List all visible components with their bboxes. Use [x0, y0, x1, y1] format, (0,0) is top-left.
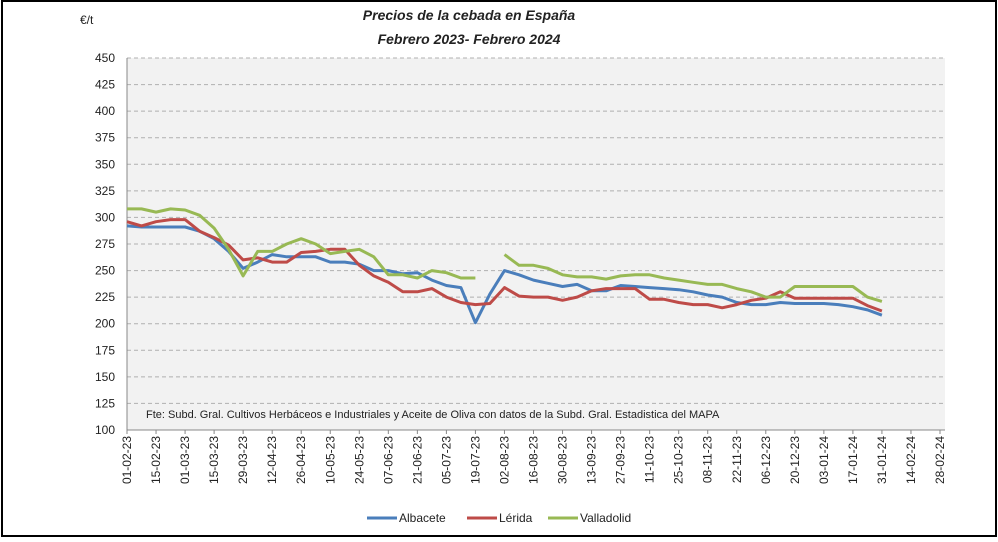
x-tick-label: 08-11-23	[701, 436, 715, 483]
x-tick-label: 30-08-23	[556, 436, 570, 484]
y-axis-label: €/t	[80, 13, 94, 27]
legend-label: Lérida	[499, 511, 533, 525]
series-line	[127, 207, 883, 303]
x-tick-label: 28-02-24	[933, 436, 947, 484]
x-tick-label: 27-09-23	[614, 436, 628, 484]
y-tick-label: 175	[95, 343, 115, 357]
x-tick-label: 05-07-23	[439, 436, 453, 484]
x-tick-label: 01-03-23	[178, 436, 192, 484]
x-tick-label: 06-12-23	[759, 436, 773, 484]
x-tick-label: 01-02-23	[120, 436, 134, 484]
x-tick-label: 22-11-23	[730, 436, 744, 483]
series-line	[126, 224, 883, 325]
x-tick-label: 13-09-23	[585, 436, 599, 484]
y-tick-label: 275	[95, 237, 115, 251]
y-tick-label: 325	[95, 184, 115, 198]
y-tick-label: 425	[95, 78, 115, 92]
y-tick-label: 400	[95, 104, 115, 118]
x-tick-label: 25-10-23	[672, 436, 686, 484]
y-tick-label: 200	[95, 317, 115, 331]
x-tick-label: 21-06-23	[410, 436, 424, 484]
x-tick-label: 20-12-23	[788, 436, 802, 484]
x-tick-label: 07-06-23	[381, 436, 395, 484]
source-note: Fte: Subd. Gral. Cultivos Herbáceos e In…	[146, 409, 720, 421]
x-tick-label: 11-10-23	[643, 436, 657, 483]
y-tick-label: 250	[95, 264, 115, 278]
y-tick-label: 450	[95, 51, 115, 65]
x-tick-label: 15-02-23	[149, 436, 163, 484]
x-tick-label: 02-08-23	[497, 436, 511, 484]
legend-label: Albacete	[399, 511, 446, 525]
x-tick-label: 14-02-24	[904, 436, 918, 484]
x-tick-label: 12-04-23	[265, 436, 279, 484]
y-tick-label: 350	[95, 157, 115, 171]
legend-label: Valladolid	[580, 511, 631, 525]
x-tick-label: 16-08-23	[527, 436, 541, 484]
y-tick-label: 150	[95, 370, 115, 384]
y-tick-label: 300	[95, 210, 115, 224]
x-tick-label: 03-01-24	[817, 436, 831, 484]
chart-title: Precios de la cebada en España	[363, 7, 576, 23]
x-tick-label: 17-01-24	[846, 436, 860, 484]
x-tick-label: 31-01-24	[875, 436, 889, 484]
chart-subtitle: Febrero 2023- Febrero 2024	[378, 31, 561, 47]
y-tick-label: 225	[95, 290, 115, 304]
x-tick-label: 29-03-23	[236, 436, 250, 484]
x-tick-label: 24-05-23	[352, 436, 366, 484]
y-tick-label: 375	[95, 131, 115, 145]
x-tick-label: 15-03-23	[207, 436, 221, 484]
y-tick-label: 100	[95, 423, 115, 437]
x-tick-label: 10-05-23	[323, 436, 337, 484]
x-tick-label: 19-07-23	[468, 436, 482, 484]
x-tick-label: 26-04-23	[294, 436, 308, 484]
y-tick-label: 125	[95, 396, 115, 410]
